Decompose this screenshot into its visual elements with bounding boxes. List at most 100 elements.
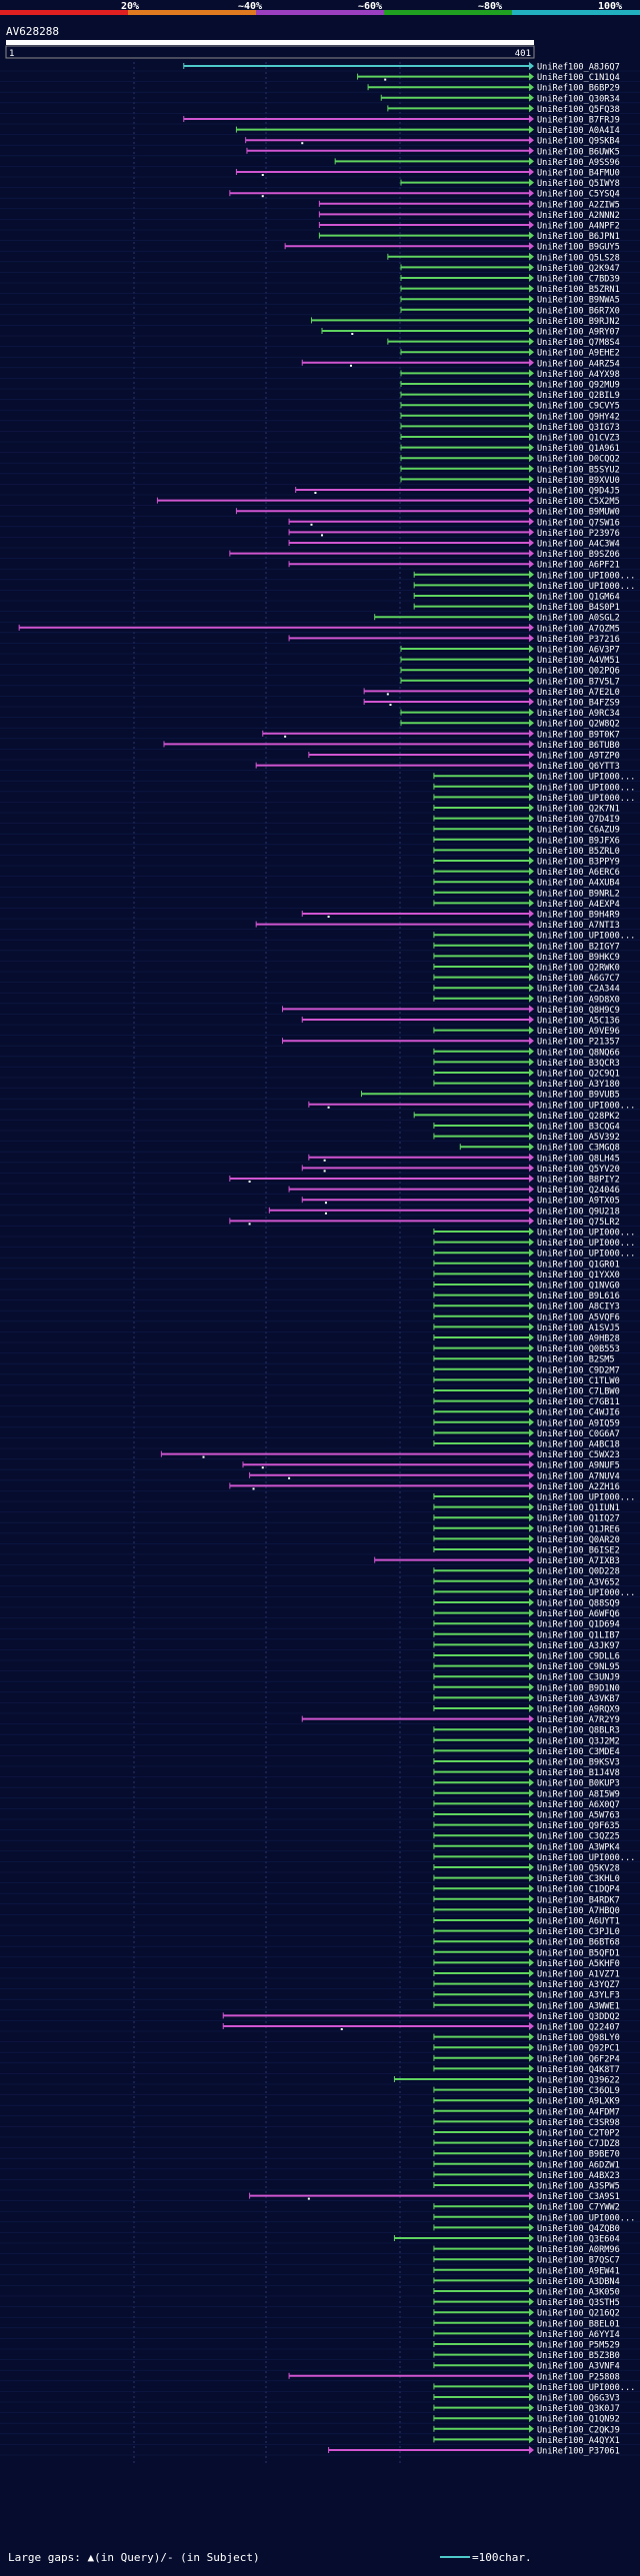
hit-row[interactable]: UniRef100_C1DQP4 bbox=[0, 1884, 640, 1895]
hit-row[interactable]: UniRef100_A9HB28 bbox=[0, 1333, 640, 1344]
hit-row[interactable]: UniRef100_A9EHE2 bbox=[0, 348, 640, 359]
hit-label[interactable]: UniRef100_B6BP29 bbox=[537, 84, 620, 94]
hit-row[interactable]: UniRef100_Q5KV28 bbox=[0, 1863, 640, 1874]
hit-label[interactable]: UniRef100_A3Y180 bbox=[537, 1080, 620, 1090]
hit-label[interactable]: UniRef100_C2QKJ9 bbox=[537, 2425, 620, 2435]
hit-row[interactable]: UniRef100_A9D8X0 bbox=[0, 994, 640, 1006]
hit-label[interactable]: UniRef100_B9GUY5 bbox=[537, 243, 620, 253]
hit-label[interactable]: UniRef100_Q1IQ27 bbox=[537, 1514, 620, 1524]
hit-label[interactable]: UniRef100_C3KHL0 bbox=[537, 1874, 620, 1884]
hit-label[interactable]: UniRef100_UPI000... bbox=[537, 932, 635, 942]
hit-row[interactable]: UniRef100_C2T0P2 bbox=[0, 2128, 640, 2139]
hit-row[interactable]: UniRef100_C6AZU9 bbox=[0, 825, 640, 836]
hit-label[interactable]: UniRef100_A8I5W9 bbox=[537, 1789, 620, 1799]
hit-label[interactable]: UniRef100_Q88SQ9 bbox=[537, 1599, 620, 1609]
hit-label[interactable]: UniRef100_Q7SW16 bbox=[537, 518, 620, 528]
hit-row[interactable]: UniRef100_B6UWK5 bbox=[0, 146, 640, 158]
hit-row[interactable]: UniRef100_Q5FQ38 bbox=[0, 104, 640, 115]
hit-label[interactable]: UniRef100_Q3STH5 bbox=[537, 2298, 620, 2308]
hit-row[interactable]: UniRef100_A7E2L0 bbox=[0, 687, 640, 698]
hit-label[interactable]: UniRef100_A4C3W4 bbox=[537, 540, 620, 550]
hit-row[interactable]: UniRef100_P37216 bbox=[0, 634, 640, 645]
hit-label[interactable]: UniRef100_Q2BIL9 bbox=[537, 391, 620, 401]
hit-label[interactable]: UniRef100_A5KHF0 bbox=[537, 1959, 620, 1969]
hit-label[interactable]: UniRef100_A9IQ59 bbox=[537, 1418, 620, 1428]
hit-row[interactable]: UniRef100_Q1LIB7 bbox=[0, 1629, 640, 1641]
hit-row[interactable]: UniRef100_A4XUB4 bbox=[0, 878, 640, 889]
hit-row[interactable]: UniRef100_Q7M8S4 bbox=[0, 337, 640, 349]
hit-label[interactable]: UniRef100_B6TUB0 bbox=[537, 741, 620, 751]
hit-label[interactable]: UniRef100_A3YQZ7 bbox=[537, 1980, 620, 1990]
hit-label[interactable]: UniRef100_P5M529 bbox=[537, 2341, 620, 2351]
hit-label[interactable]: UniRef100_Q9SKB4 bbox=[537, 137, 620, 147]
hit-label[interactable]: UniRef100_UPI000... bbox=[537, 1229, 635, 1239]
hit-row[interactable]: UniRef100_C1N1Q4 bbox=[0, 72, 640, 84]
hit-row[interactable]: UniRef100_Q6F2P4 bbox=[0, 2053, 640, 2065]
hit-row[interactable]: UniRef100_Q6G3V3 bbox=[0, 2393, 640, 2404]
hit-label[interactable]: UniRef100_Q9F635 bbox=[537, 1821, 620, 1831]
hit-label[interactable]: UniRef100_UPI000... bbox=[537, 2383, 635, 2393]
hit-label[interactable]: UniRef100_B6BT68 bbox=[537, 1938, 620, 1948]
hit-row[interactable]: UniRef100_C7BD39 bbox=[0, 274, 640, 285]
hit-row[interactable]: UniRef100_B9SZ06 bbox=[0, 549, 640, 561]
hit-row[interactable]: UniRef100_B5ZRL0 bbox=[0, 846, 640, 857]
hit-label[interactable]: UniRef100_Q8LH45 bbox=[537, 1154, 620, 1164]
hit-label[interactable]: UniRef100_A2ZH16 bbox=[537, 1482, 620, 1492]
hit-label[interactable]: UniRef100_Q3DDQ2 bbox=[537, 2012, 620, 2022]
hit-row[interactable]: UniRef100_A9SS96 bbox=[0, 157, 640, 168]
hit-row[interactable]: UniRef100_C0G6A7 bbox=[0, 1428, 640, 1439]
hit-label[interactable]: UniRef100_A6YYI4 bbox=[537, 2330, 620, 2340]
hit-label[interactable]: UniRef100_C0G6A7 bbox=[537, 1429, 620, 1439]
hit-label[interactable]: UniRef100_Q1YXX0 bbox=[537, 1271, 620, 1281]
hit-row[interactable]: UniRef100_C36OL9 bbox=[0, 2085, 640, 2097]
hit-row[interactable]: UniRef100_Q5LS28 bbox=[0, 252, 640, 263]
hit-row[interactable]: UniRef100_Q0AR20 bbox=[0, 1534, 640, 1545]
hit-row[interactable]: UniRef100_A9VE96 bbox=[0, 1026, 640, 1038]
hit-label[interactable]: UniRef100_B5ZRL0 bbox=[537, 847, 620, 857]
hit-label[interactable]: UniRef100_B4RDK7 bbox=[537, 1895, 620, 1905]
hit-label[interactable]: UniRef100_A4FDM7 bbox=[537, 2107, 620, 2117]
hit-label[interactable]: UniRef100_Q92PC1 bbox=[537, 2044, 620, 2054]
hit-row[interactable]: UniRef100_Q4ZQB0 bbox=[0, 2223, 640, 2234]
hit-label[interactable]: UniRef100_A9TX05 bbox=[537, 1197, 620, 1207]
hit-label[interactable]: UniRef100_Q8H9C9 bbox=[537, 1006, 620, 1016]
hit-label[interactable]: UniRef100_UPI000... bbox=[537, 794, 635, 804]
hit-row[interactable]: UniRef100_UPI000... bbox=[0, 1587, 640, 1598]
hit-label[interactable]: UniRef100_Q9HY42 bbox=[537, 412, 620, 422]
hit-label[interactable]: UniRef100_A9RQX9 bbox=[537, 1705, 620, 1715]
hit-row[interactable]: UniRef100_C5YSQ4 bbox=[0, 189, 640, 200]
hit-row[interactable]: UniRef100_UPI000... bbox=[0, 1228, 640, 1239]
hit-label[interactable]: UniRef100_Q1CVZ3 bbox=[537, 434, 620, 444]
hit-label[interactable]: UniRef100_A8J6Q7 bbox=[537, 63, 620, 73]
hit-label[interactable]: UniRef100_UPI000... bbox=[537, 1250, 635, 1260]
hit-label[interactable]: UniRef100_A3YLF3 bbox=[537, 1991, 620, 2001]
hit-row[interactable]: UniRef100_Q2W8Q2 bbox=[0, 719, 640, 730]
hit-row[interactable]: UniRef100_C7LBW0 bbox=[0, 1386, 640, 1397]
hit-row[interactable]: UniRef100_B6BT68 bbox=[0, 1937, 640, 1948]
hit-label[interactable]: UniRef100_B4FZS9 bbox=[537, 699, 620, 709]
hit-label[interactable]: UniRef100_A6ERC6 bbox=[537, 868, 620, 878]
hit-label[interactable]: UniRef100_C9NL95 bbox=[537, 1662, 620, 1672]
hit-label[interactable]: UniRef100_B3QCR3 bbox=[537, 1059, 620, 1069]
hit-label[interactable]: UniRef100_B6R7X0 bbox=[537, 306, 620, 316]
hit-row[interactable]: UniRef100_UPI000... bbox=[0, 2382, 640, 2393]
hit-label[interactable]: UniRef100_A7HBQ0 bbox=[537, 1906, 620, 1916]
hit-label[interactable]: UniRef100_A5C136 bbox=[537, 1017, 620, 1027]
hit-label[interactable]: UniRef100_B5Z3B0 bbox=[537, 2351, 620, 2361]
hit-label[interactable]: UniRef100_C2A344 bbox=[537, 985, 620, 995]
hit-row[interactable]: UniRef100_Q7D4I9 bbox=[0, 814, 640, 826]
hit-label[interactable]: UniRef100_Q5LS28 bbox=[537, 253, 620, 263]
hit-row[interactable]: UniRef100_Q1YXX0 bbox=[0, 1270, 640, 1281]
hit-label[interactable]: UniRef100_Q1JRE6 bbox=[537, 1524, 620, 1534]
hit-label[interactable]: UniRef100_A3JK97 bbox=[537, 1641, 620, 1651]
hit-label[interactable]: UniRef100_A9LXK9 bbox=[537, 2097, 620, 2107]
hit-label[interactable]: UniRef100_Q24046 bbox=[537, 1186, 620, 1196]
hit-label[interactable]: UniRef100_C7LBW0 bbox=[537, 1387, 620, 1397]
hit-row[interactable]: UniRef100_A3WPK4 bbox=[0, 1841, 640, 1853]
hit-label[interactable]: UniRef100_C7JDZ8 bbox=[537, 2139, 620, 2149]
hit-row[interactable]: UniRef100_B5QFD1 bbox=[0, 1947, 640, 1959]
hit-row[interactable]: UniRef100_B6JPN1 bbox=[0, 231, 640, 243]
hit-label[interactable]: UniRef100_B4FMU0 bbox=[537, 169, 620, 179]
hit-label[interactable]: UniRef100_Q3E604 bbox=[537, 2235, 620, 2245]
hit-label[interactable]: UniRef100_Q7M8S4 bbox=[537, 338, 620, 348]
